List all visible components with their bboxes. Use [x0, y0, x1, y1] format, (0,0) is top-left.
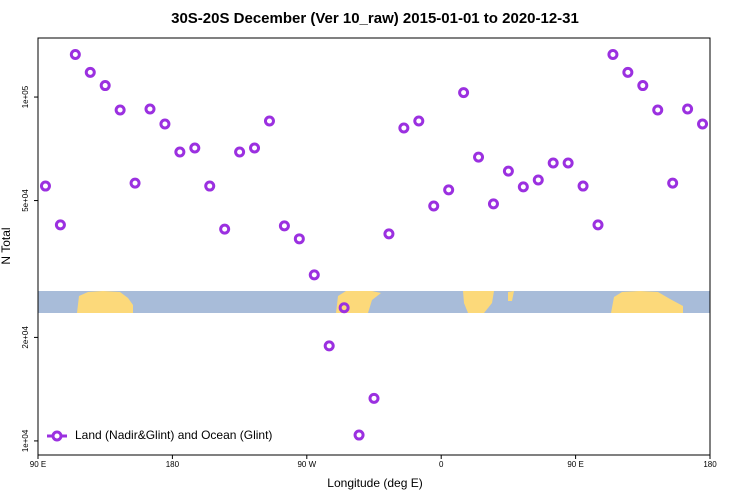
y-tick-label: 5e+04: [21, 189, 30, 212]
land: [611, 291, 683, 313]
point: [338, 302, 350, 314]
point: [204, 180, 216, 192]
point: [487, 198, 499, 210]
legend-label: Land (Nadir&Glint) and Ocean (Glint): [75, 428, 272, 442]
point: [249, 142, 261, 154]
plot-frame: [37, 37, 711, 456]
point: [308, 269, 320, 281]
y-tick-label: 1e+05: [21, 85, 30, 108]
point: [592, 219, 604, 231]
point: [69, 48, 81, 60]
point: [637, 80, 649, 92]
point: [368, 392, 380, 404]
point: [398, 122, 410, 134]
legend-marker: [51, 430, 63, 442]
point: [413, 115, 425, 127]
x-axis-label: Longitude (deg E): [327, 476, 422, 490]
point: [547, 157, 559, 169]
point: [278, 220, 290, 232]
y-tick-label: 1e+04: [21, 429, 30, 452]
point: [697, 118, 709, 130]
x-tick-label: 90 E: [567, 460, 583, 469]
point: [532, 174, 544, 186]
point: [54, 219, 66, 231]
map-strip: [38, 291, 710, 313]
point: [263, 115, 275, 127]
ocean: [38, 291, 710, 313]
point: [622, 66, 634, 78]
x-tick-label: 90 E: [30, 460, 46, 469]
point: [428, 200, 440, 212]
point: [219, 223, 231, 235]
land: [508, 291, 514, 301]
chart-title: 30S-20S December (Ver 10_raw) 2015-01-01…: [171, 10, 579, 27]
point: [353, 429, 365, 441]
point: [174, 146, 186, 158]
point: [323, 340, 335, 352]
point: [577, 180, 589, 192]
x-tick-label: 90 W: [297, 460, 316, 469]
x-tick-label: 180: [166, 460, 180, 469]
point: [517, 181, 529, 193]
point: [667, 177, 679, 189]
point: [562, 157, 574, 169]
land: [463, 291, 494, 313]
point: [473, 151, 485, 163]
point: [189, 142, 201, 154]
point: [458, 87, 470, 99]
point: [383, 228, 395, 240]
y-axis-label: N Total: [0, 227, 13, 264]
point: [114, 104, 126, 116]
point: [39, 180, 51, 192]
point: [652, 104, 664, 116]
y-tick-label: 2e+04: [21, 326, 30, 349]
point: [293, 233, 305, 245]
point: [234, 146, 246, 158]
x-tick-label: 0: [439, 460, 444, 469]
point: [607, 48, 619, 60]
point: [159, 118, 171, 130]
point: [682, 103, 694, 115]
x-tick-label: 180: [703, 460, 717, 469]
point: [84, 66, 96, 78]
point: [99, 80, 111, 92]
land: [77, 291, 133, 313]
point: [129, 177, 141, 189]
point: [502, 165, 514, 177]
point: [144, 103, 156, 115]
point: [443, 184, 455, 196]
